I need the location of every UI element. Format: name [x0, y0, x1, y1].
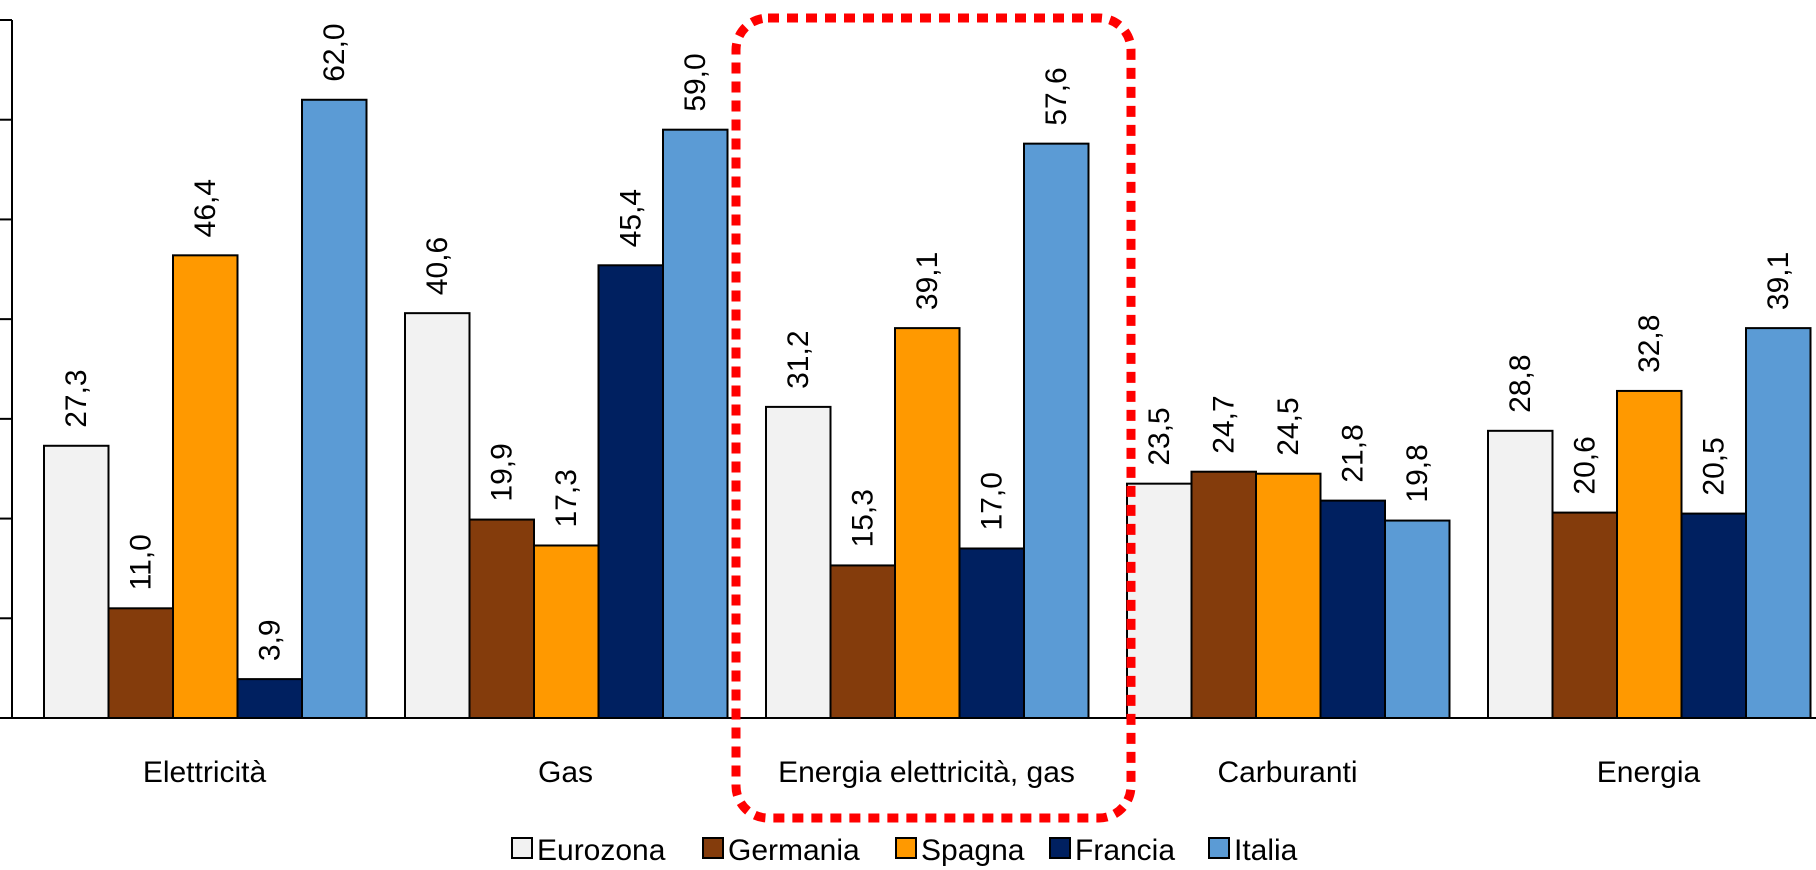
bar-gas-eurozona — [404, 312, 471, 719]
bar-energia-italia — [1745, 327, 1812, 719]
legend-swatch — [895, 837, 917, 859]
data-label: 62,0 — [318, 23, 351, 81]
data-label: 17,0 — [976, 472, 1009, 530]
data-label: 24,5 — [1272, 397, 1305, 455]
legend-swatch — [1208, 837, 1230, 859]
bar-energia-spagna — [1616, 389, 1683, 719]
data-label: 15,3 — [847, 489, 880, 547]
data-label: 39,1 — [1762, 252, 1795, 310]
data-label: 59,0 — [679, 53, 712, 111]
data-label: 39,1 — [911, 252, 944, 310]
data-label: 19,8 — [1401, 444, 1434, 502]
category-label-elettricita: Elettricità — [143, 756, 267, 789]
category-label-carburanti: Carburanti — [1217, 756, 1357, 789]
bar-elettricita-italia — [301, 98, 368, 720]
legend-label: Italia — [1234, 834, 1298, 867]
legend-item-eurozona: Eurozona — [511, 834, 666, 867]
data-label: 3,9 — [254, 619, 287, 661]
bar-energia-elettricita-gas-germania — [829, 564, 896, 719]
highlight-box — [731, 13, 1136, 823]
category-labels: Elettricità Gas Energia elettricità, gas Ca… — [143, 756, 1701, 789]
bar-carburanti-germania — [1190, 470, 1257, 719]
bar-gas-germania — [468, 518, 535, 719]
bar-gas-italia — [662, 128, 729, 719]
bar-energia-eurozona — [1487, 429, 1554, 719]
legend-item-germania: Germania — [702, 834, 860, 867]
category-label-gas: Gas — [538, 756, 593, 789]
data-label: 57,6 — [1040, 67, 1073, 125]
bar-elettricita-germania — [107, 607, 174, 719]
legend-swatch — [702, 837, 724, 859]
legend-label: Germania — [728, 834, 860, 867]
legend: Eurozona Germania Spagna Francia Italia — [511, 834, 1298, 867]
bar-carburanti-italia — [1384, 519, 1451, 720]
bar-elettricita-francia — [236, 678, 303, 720]
data-label: 19,9 — [486, 443, 519, 501]
category-label-energia: Energia — [1597, 756, 1701, 789]
legend-swatch — [1049, 837, 1071, 859]
legend-swatch — [511, 837, 533, 859]
data-label: 27,3 — [60, 369, 93, 427]
bar-elettricita-spagna — [172, 254, 239, 719]
data-label: 17,3 — [550, 469, 583, 527]
data-labels: 27,3 11,0 46,4 3,9 62,0 40,6 19,9 17,3 45,4 59,0 3… — [60, 23, 1795, 661]
data-label: 40,6 — [421, 237, 454, 295]
data-label: 45,4 — [615, 189, 648, 247]
legend-item-italia: Italia — [1208, 834, 1298, 867]
data-label: 23,5 — [1143, 407, 1176, 465]
legend-label: Spagna — [921, 834, 1025, 867]
bar-carburanti-spagna — [1255, 472, 1322, 720]
data-label: 28,8 — [1504, 354, 1537, 412]
bar-energia-germania — [1551, 511, 1618, 719]
category-label-energia-elettricita-gas: Energia elettricità, gas — [778, 756, 1075, 789]
data-label: 24,7 — [1208, 395, 1241, 453]
bar-energia-elettricita-gas-spagna — [894, 327, 961, 719]
bar-energia-elettricita-gas-francia — [958, 547, 1025, 719]
bar-energia-francia — [1680, 512, 1747, 719]
data-label: 32,8 — [1633, 315, 1666, 373]
bar-carburanti-francia — [1319, 499, 1386, 719]
bar-energia-elettricita-gas-italia — [1023, 142, 1090, 720]
bar-carburanti-eurozona — [1126, 482, 1193, 719]
legend-item-spagna: Spagna — [895, 834, 1025, 867]
bar-gas-francia — [597, 264, 664, 719]
data-label: 11,0 — [125, 534, 158, 590]
bar-energia-elettricita-gas-eurozona — [765, 405, 832, 719]
data-label: 21,8 — [1337, 424, 1370, 482]
bar-gas-spagna — [533, 544, 600, 719]
legend-label: Francia — [1075, 834, 1175, 867]
bars — [43, 98, 1812, 720]
legend-label: Eurozona — [537, 834, 666, 867]
data-label: 46,4 — [189, 179, 222, 237]
data-label: 20,5 — [1698, 437, 1731, 495]
data-label: 20,6 — [1569, 436, 1602, 494]
bar-elettricita-eurozona — [43, 444, 110, 719]
data-label: 31,2 — [782, 331, 815, 389]
legend-item-francia: Francia — [1049, 834, 1175, 867]
